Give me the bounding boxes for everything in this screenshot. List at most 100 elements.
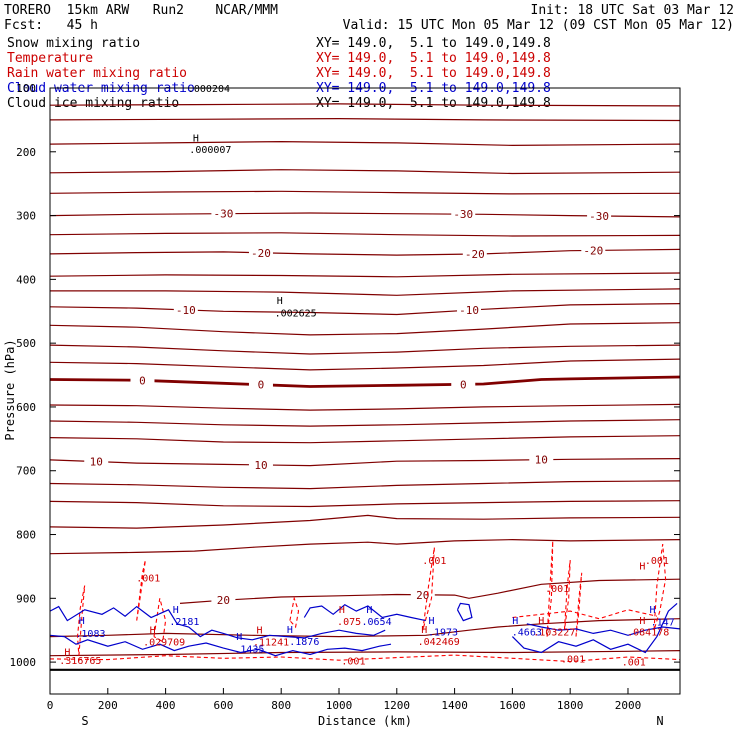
legend-snow-xy: XY= 149.0, 5.1 to 149.0,149.8	[316, 36, 551, 51]
y-tick-label: 900	[16, 592, 36, 605]
contour-value-label: .001	[341, 657, 365, 668]
contour-value-label: H	[236, 632, 242, 643]
header-init: Init: 18 UTC Sat 03 Mar 12	[530, 3, 735, 18]
rain-water-contour-3	[289, 596, 300, 629]
x-tick-label: 0	[47, 699, 54, 712]
isotherm-label-bg	[451, 378, 476, 391]
contour-value-label: H	[79, 616, 85, 627]
contour-value-label: H	[257, 625, 263, 636]
rain-water-contour-8	[653, 544, 667, 631]
isotherm-label-10: 10	[90, 456, 103, 469]
contour-value-label: .1876	[289, 637, 319, 648]
isotherm-label-0: 0	[139, 374, 146, 387]
contour-value-label: H	[277, 296, 283, 307]
legend-rain: Rain water mixing ratio	[7, 66, 188, 81]
contour-value-label: H	[650, 605, 656, 616]
y-axis-label: Pressure (hPa)	[3, 339, 17, 440]
isotherm-line-12	[49, 419, 681, 427]
x-tick-label: 1200	[384, 699, 411, 712]
isotherm--20	[49, 248, 681, 256]
isotherm-line-7	[50, 288, 681, 296]
contour-value-label: H	[173, 605, 179, 616]
x-tick-label: 1000	[326, 699, 353, 712]
isotherm-label-bg	[130, 374, 155, 387]
isotherm-line-8	[49, 322, 681, 336]
cloud-water-contour-3	[456, 602, 473, 622]
rain-water-contour-0	[76, 585, 86, 656]
y-tick-label: 300	[16, 210, 36, 223]
isotherm-line-4	[49, 190, 681, 195]
isotherm-label--20: -20	[251, 247, 271, 260]
isotherm-label-bg	[84, 455, 109, 468]
rain-water-contour-4	[422, 547, 435, 631]
cloud-water-contour-1	[49, 634, 392, 657]
point-label-group: .000204H.000007H.002625.001.001.001.001.…	[59, 84, 674, 668]
isotherm-label-bg	[173, 303, 198, 316]
contour-value-label: .2181	[169, 617, 199, 628]
isotherm-label-bg	[457, 304, 482, 317]
isotherm-label-bg	[462, 247, 487, 260]
y-tick-label: 500	[16, 337, 36, 350]
contour-value-label: H	[366, 605, 372, 616]
x-tick-label: 600	[213, 699, 233, 712]
contour-value-label: H	[193, 134, 199, 145]
isotherm-label-bg	[248, 458, 273, 471]
x-tick-label: 200	[98, 699, 118, 712]
y-tick-label: 200	[16, 146, 36, 159]
y-tick-label: 400	[16, 273, 36, 286]
rain-water-contour-9	[49, 654, 681, 663]
legend-cloud-ice-xy: XY= 149.0, 5.1 to 149.0,149.8	[316, 96, 551, 111]
isotherm-label-bg	[451, 208, 476, 221]
plot-frame	[49, 87, 681, 695]
contour-value-label: .000007	[189, 145, 231, 156]
header-fcst: Fcst: 45 h	[4, 18, 98, 33]
isotherm-label-bg	[248, 378, 273, 391]
cloud-water-contour-5	[526, 623, 681, 636]
isotherm-line-2	[49, 140, 681, 147]
isotherm--10	[49, 303, 681, 316]
contour-value-label: .001	[422, 556, 446, 567]
legend-temperature-xy: XY= 149.0, 5.1 to 149.0,149.8	[316, 51, 551, 66]
contour-value-label: .001	[645, 556, 669, 567]
isotherm-label-0: 0	[460, 378, 467, 391]
contour-value-label: .029709	[143, 638, 185, 649]
contour-value-label: .147	[651, 618, 675, 629]
isotherm-label-10: 10	[535, 454, 548, 467]
isotherm-line-18	[49, 618, 681, 638]
isotherm-label-bg	[581, 244, 606, 257]
y-tick-label: 100	[16, 82, 36, 95]
rain-water-contour-2	[153, 598, 167, 643]
x-end-label-right: N	[656, 714, 663, 728]
isotherm-0	[49, 375, 681, 388]
isotherm-line-14	[49, 480, 681, 490]
contour-value-label: .316765	[59, 656, 101, 667]
rain-water-contour-6	[563, 559, 571, 631]
contour-value-label: .103227	[533, 627, 575, 638]
contour-value-label: .001	[545, 584, 569, 595]
isotherm-line-13	[49, 435, 681, 444]
contour-value-label: .042469	[418, 637, 460, 648]
x-tick-label: 800	[271, 699, 291, 712]
rain-water-contour-10	[512, 609, 658, 620]
contour-value-label: .002625	[275, 308, 317, 319]
contour-value-label: .000204	[188, 84, 230, 95]
cloud-water-contour-2	[303, 603, 426, 622]
y-tick-label: 700	[16, 465, 36, 478]
contour-value-label: .1435	[234, 645, 264, 656]
isotherm-line-16	[49, 514, 681, 529]
isotherm-line-5	[49, 232, 681, 237]
isotherm-label--10: -10	[459, 304, 479, 317]
isotherm-group: -30 -30 -30 -20 -20 -20 -10 -10 0 0 0 10 10 10 20 20	[49, 103, 681, 657]
contour-value-label: .075	[337, 617, 361, 628]
isotherm-label-bg	[211, 207, 236, 220]
isotherm-label-bg	[410, 588, 435, 601]
header-valid: Valid: 15 UTC Mon 05 Mar 12 (09 CST Mon …	[342, 18, 734, 33]
isotherm-label-20: 20	[217, 594, 230, 607]
isotherm-line-15	[49, 500, 681, 508]
isotherm-line-9	[49, 344, 681, 355]
isotherm-line-6	[49, 272, 681, 278]
isotherm-label-bg	[587, 209, 612, 222]
isotherm-label-0: 0	[258, 379, 265, 392]
y-tick-label: 600	[16, 401, 36, 414]
